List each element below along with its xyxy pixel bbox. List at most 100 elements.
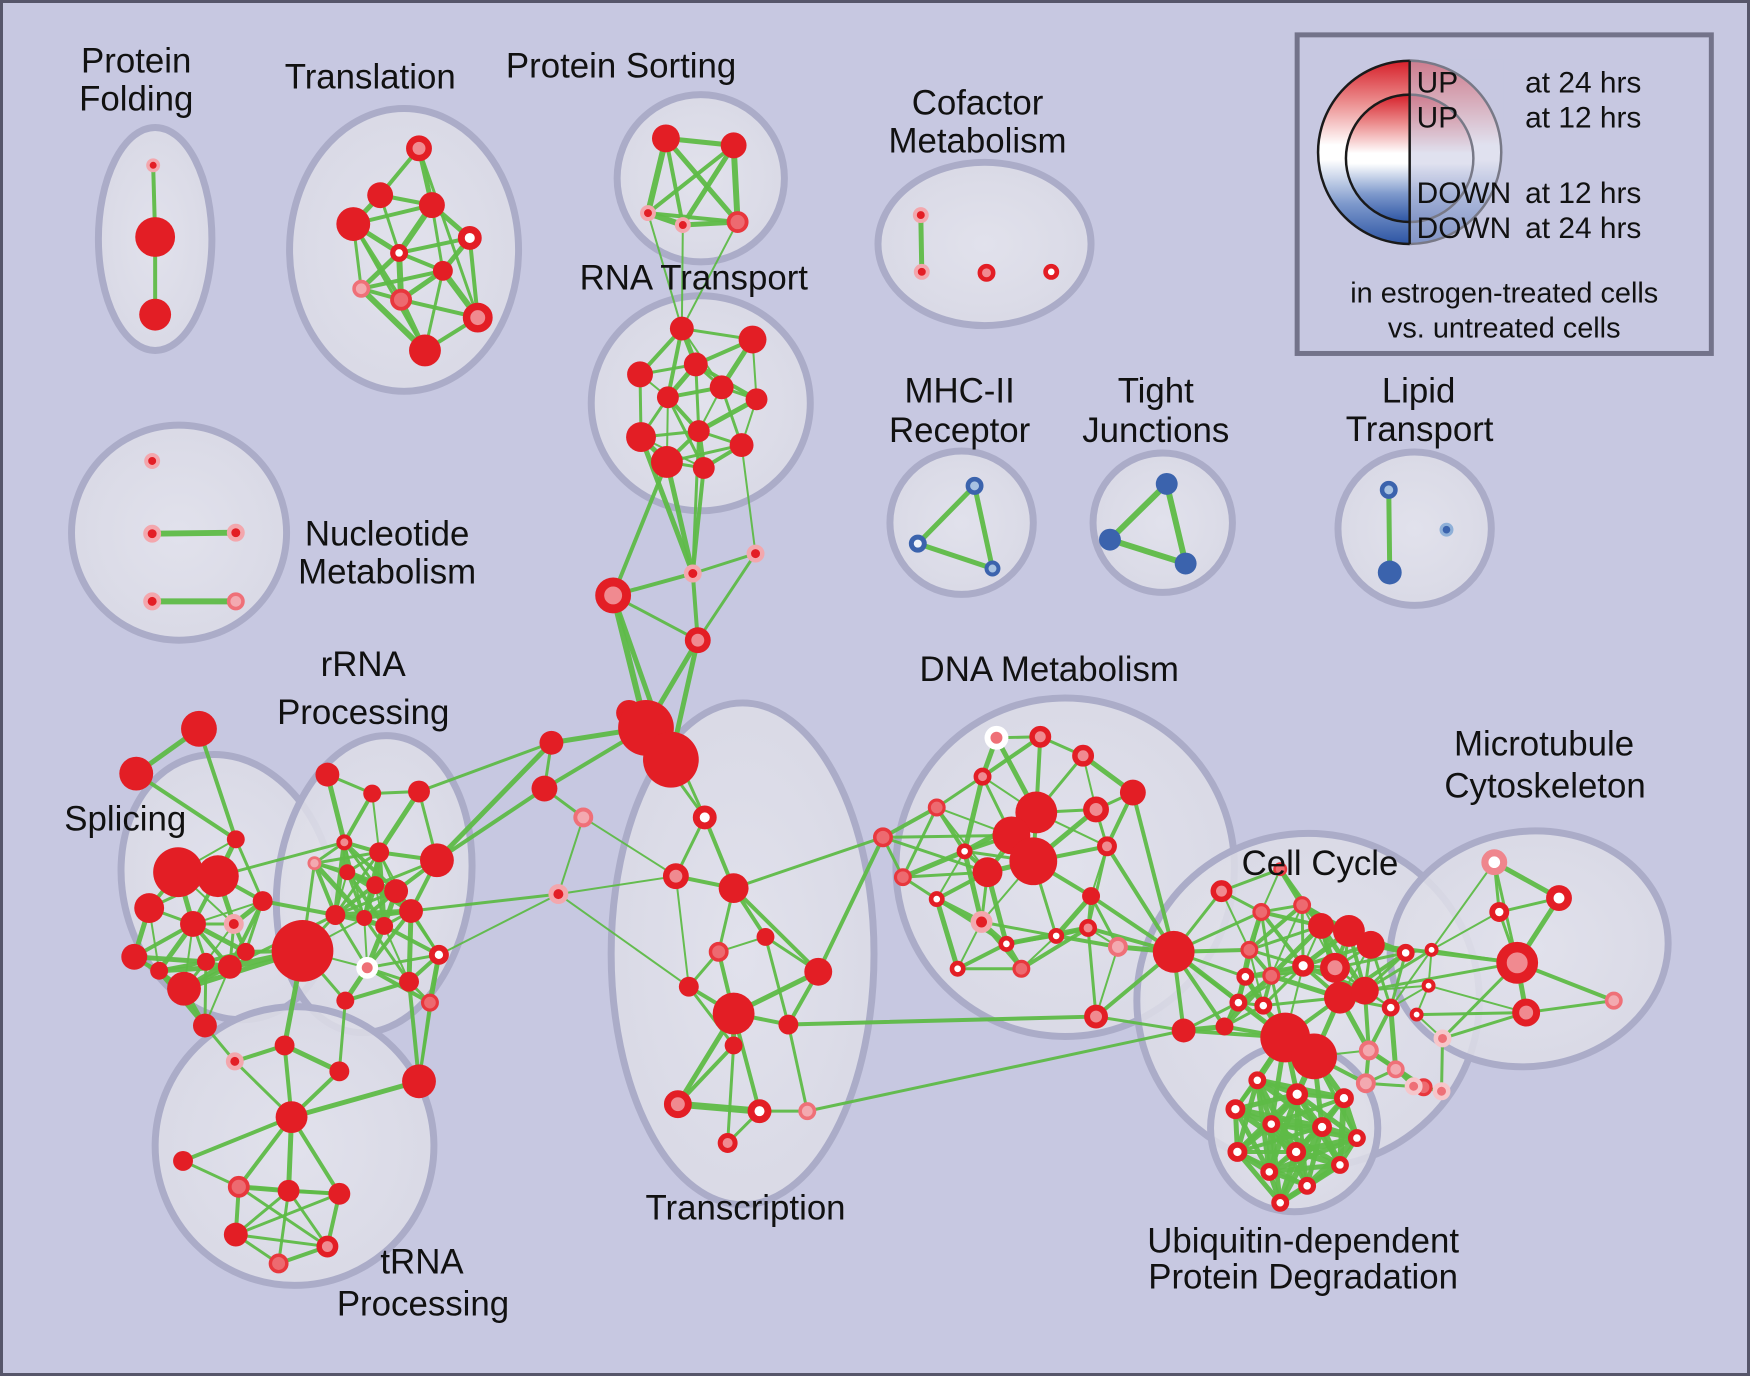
network-edge [1430,911,1501,951]
cluster-label-mh-1: Receptor [889,411,1031,450]
gene-node-sp-13 [192,1013,217,1038]
gene-node-rt-9 [729,433,754,458]
cluster-label-lt-1: Transport [1346,410,1494,449]
network-edge [1130,790,1176,954]
cluster-label-rr-1: Processing [277,693,449,732]
network-edge [282,1042,342,1074]
gene-node-mc-5 [1421,978,1436,993]
network-edge [918,212,925,275]
gene-node-sp-9 [217,954,242,979]
network-edge [397,235,472,255]
network-edge [1086,926,1098,1019]
gene-node-dm-9 [1009,837,1058,886]
cluster-label-cc-0: Cell Cycle [1242,844,1399,883]
gene-node-pf-0 [146,158,161,173]
gene-node-dm-23 [1152,930,1195,973]
gene-node-dm-21 [949,960,966,977]
gene-node-dm-2 [1072,744,1095,767]
network-edge [980,734,1043,779]
legend-row-time-3: at 24 hrs [1525,212,1641,245]
network-edge [646,143,736,216]
gene-node-dm-18 [1048,927,1065,944]
gene-node-rt-7 [626,422,656,453]
network-edge [786,1023,809,1113]
network-edge [972,483,995,572]
gene-node-mc-8 [1409,1007,1424,1022]
gene-node-rr-7 [419,843,454,878]
gene-node-pf-1 [135,217,176,257]
gene-node-tx-14 [798,1102,817,1121]
cluster-label-tn-1: Processing [337,1284,509,1323]
network-edge [680,221,739,330]
gene-node-cc-1 [1252,903,1271,921]
network-edge [287,1189,329,1249]
gene-node-tx-5 [756,927,775,946]
gene-node-tl-9 [462,302,493,333]
gene-node-cf-3 [1043,263,1060,280]
gene-node-rr-1 [363,784,382,803]
cluster-label-pf-1: Folding [79,80,193,119]
gene-node-cc-22 [1355,1073,1376,1094]
cluster-ellipse-cf [874,158,1095,330]
gene-node-fr-3 [746,544,765,563]
gene-node-sp-3 [180,911,206,937]
gene-node-tx-15 [717,1133,738,1153]
gene-node-rr-3 [336,834,353,851]
gene-node-rr-19 [271,919,334,982]
gene-node-ub-3 [1225,1099,1246,1120]
gene-node-ps-0 [651,124,680,153]
gene-node-cc-20 [1358,1040,1379,1061]
network-edge [312,850,381,865]
network-edge [664,459,696,576]
network-edge [557,816,585,896]
network-edge [277,1189,291,1265]
network-edge [935,775,985,809]
gene-node-ps-2 [640,205,656,222]
gene-node-nm-3 [143,592,162,611]
legend-row-dir-2: DOWN [1417,177,1512,210]
gene-node-cc-8 [1240,940,1259,959]
gene-node-tl-3 [336,207,371,241]
network-edge [1163,480,1189,567]
cluster-label-rr-0: rRNA [321,645,407,684]
gene-node-mc-10 [1404,1077,1423,1096]
network-edge [881,835,990,874]
gene-node-fr-0 [181,710,217,747]
gene-node-mc-1 [1546,885,1572,912]
gene-node-cc-6 [1320,952,1350,983]
gene-node-ub-8 [1286,1142,1307,1162]
network-edge [434,740,554,863]
network-edge [365,909,414,970]
gene-node-tn-10 [268,1253,289,1274]
gene-node-tj-2 [1174,552,1197,575]
gene-node-cc-16 [1291,1033,1337,1080]
gene-node-tx-10 [778,1014,799,1035]
network-edge [434,786,547,863]
network-edge [740,444,757,555]
gene-node-dm-3 [973,767,992,786]
gene-node-cc-25 [1273,862,1288,877]
gene-node-fr-9 [531,775,558,802]
gene-node-rr-6 [339,864,356,881]
gene-node-nm-0 [144,453,161,469]
gene-node-mc-4 [1496,941,1539,984]
cluster-ellipse-tj [1089,449,1236,596]
gene-node-dm-20 [1107,936,1128,957]
gene-node-tn-1 [225,1052,244,1071]
gene-node-sp-2 [134,893,165,923]
gene-node-cc-21 [1386,1060,1405,1079]
gene-node-tl-7 [352,279,371,298]
network-edge [342,791,375,845]
gene-node-tl-1 [367,182,394,209]
network-edge [696,552,758,642]
gene-node-dm-16 [1079,918,1098,937]
gene-node-rr-13 [399,899,423,923]
gene-node-rr-11 [356,910,373,926]
gene-node-tx-4 [718,873,749,904]
network-edge [359,268,445,291]
gene-node-rr-8 [366,876,385,895]
gene-node-cf-1 [913,263,930,280]
gene-node-cc-11 [1229,993,1248,1012]
network-edge [289,1078,422,1120]
network-edge [1524,999,1616,1015]
